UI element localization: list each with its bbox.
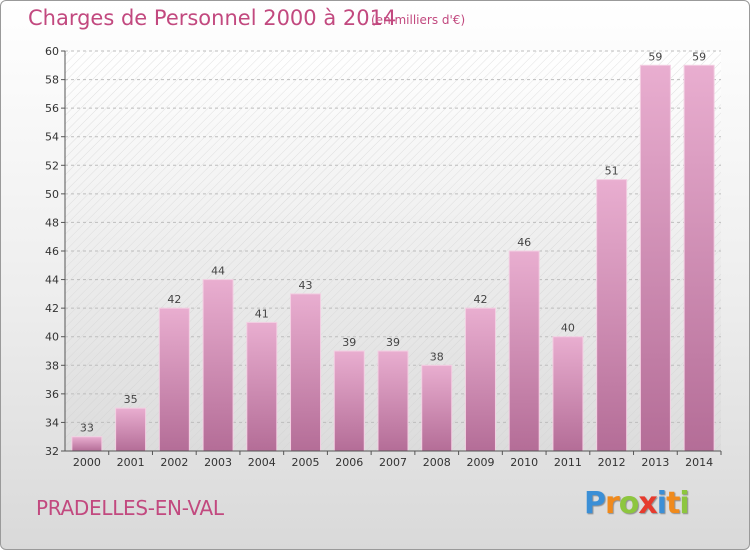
bar [115, 407, 147, 452]
y-tick-label: 32 [45, 445, 59, 458]
y-tick-label: 46 [45, 245, 59, 258]
bar [377, 350, 409, 452]
value-label: 51 [605, 165, 619, 178]
bar [71, 436, 103, 452]
bar [683, 64, 715, 452]
bar [508, 250, 540, 452]
value-label: 38 [430, 350, 444, 363]
chart-title: Charges de Personnel 2000 à 2014 [28, 6, 397, 30]
proxiti-logo: Proxiti [584, 486, 690, 521]
x-tick-label: 2001 [117, 456, 145, 469]
x-tick-label: 2012 [598, 456, 626, 469]
x-tick-label: 2000 [73, 456, 101, 469]
x-tick-label: 2002 [160, 456, 188, 469]
bar [421, 364, 453, 452]
y-tick-label: 40 [45, 331, 59, 344]
x-tick-label: 2004 [248, 456, 276, 469]
y-tick-label: 52 [45, 159, 59, 172]
y-tick-label: 44 [45, 274, 59, 287]
value-label: 33 [80, 422, 94, 435]
chart-subtitle: (en milliers d'€) [371, 13, 466, 27]
value-label: 46 [517, 236, 531, 249]
value-label: 43 [299, 279, 313, 292]
y-tick-label: 60 [45, 45, 59, 58]
x-tick-label: 2003 [204, 456, 232, 469]
bar [246, 321, 278, 452]
value-label: 35 [124, 393, 138, 406]
y-tick-label: 34 [45, 416, 59, 429]
bar [552, 336, 584, 452]
logo-letter: x [638, 486, 657, 521]
value-label: 59 [692, 50, 706, 63]
value-label: 41 [255, 307, 269, 320]
logo-letter: P [584, 486, 606, 521]
x-tick-label: 2009 [466, 456, 494, 469]
logo-letter: i [679, 486, 689, 521]
value-label: 42 [473, 293, 487, 306]
bar [202, 279, 234, 452]
y-tick-label: 38 [45, 359, 59, 372]
logo-letter: r [605, 486, 620, 521]
bar [158, 307, 190, 452]
x-tick-label: 2006 [335, 456, 363, 469]
commune-name: PRADELLES-EN-VAL [36, 496, 224, 520]
y-tick-label: 58 [45, 74, 59, 87]
bar [464, 307, 496, 452]
bar [639, 64, 671, 452]
value-label: 59 [648, 50, 662, 63]
logo-letter: o [618, 486, 640, 521]
x-tick-label: 2011 [554, 456, 582, 469]
x-tick-label: 2014 [685, 456, 713, 469]
logo-letter: t [666, 486, 680, 521]
y-tick-label: 42 [45, 302, 59, 315]
bar [333, 350, 365, 452]
x-tick-label: 2013 [641, 456, 669, 469]
y-tick-label: 56 [45, 102, 59, 115]
y-tick-label: 36 [45, 388, 59, 401]
value-label: 44 [211, 265, 225, 278]
x-tick-label: 2007 [379, 456, 407, 469]
bar [596, 179, 628, 452]
y-tick-label: 48 [45, 216, 59, 229]
y-tick-label: 54 [45, 131, 59, 144]
x-tick-label: 2010 [510, 456, 538, 469]
bar [290, 293, 322, 452]
value-label: 39 [386, 336, 400, 349]
x-tick-label: 2008 [423, 456, 451, 469]
value-label: 42 [167, 293, 181, 306]
x-tick-label: 2005 [292, 456, 320, 469]
value-label: 40 [561, 322, 575, 335]
value-label: 39 [342, 336, 356, 349]
y-tick-label: 50 [45, 188, 59, 201]
logo-letter: i [656, 486, 667, 521]
